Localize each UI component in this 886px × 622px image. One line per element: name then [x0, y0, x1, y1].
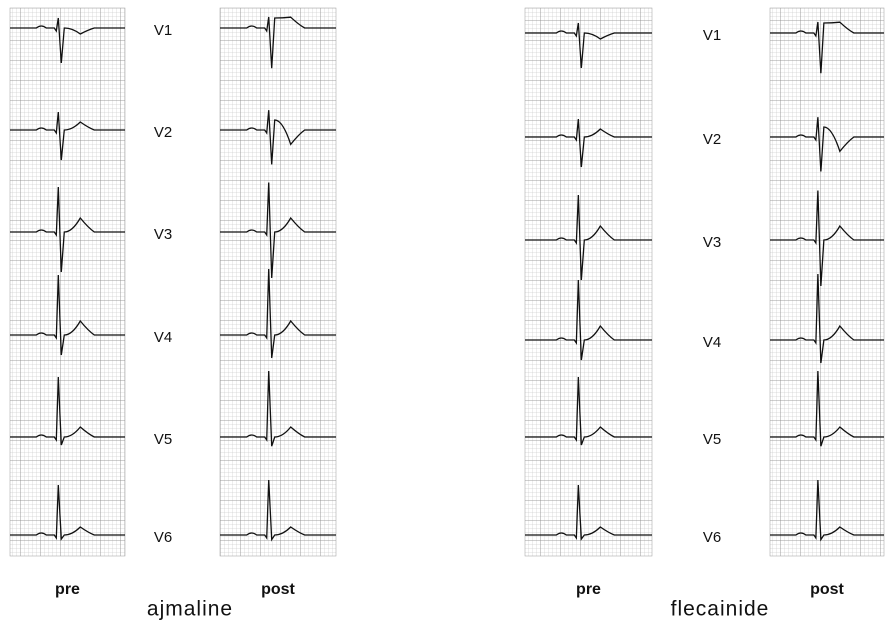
drug-label: ajmaline [147, 598, 233, 621]
column-label: pre [576, 581, 601, 598]
lead-label: V2 [703, 131, 721, 148]
column-label: post [810, 581, 844, 598]
column-label: post [261, 581, 295, 598]
lead-label: V6 [703, 529, 721, 546]
column-label: pre [55, 581, 80, 598]
lead-label: V1 [154, 22, 172, 39]
lead-label: V1 [703, 27, 721, 44]
lead-label: V3 [703, 234, 721, 251]
lead-label: V2 [154, 124, 172, 141]
lead-label: V4 [154, 329, 172, 346]
lead-label: V4 [703, 334, 721, 351]
lead-label: V5 [154, 431, 172, 448]
lead-label: V3 [154, 226, 172, 243]
lead-label: V6 [154, 529, 172, 546]
drug-label: flecainide [671, 598, 770, 621]
ecg-figure: pre post V1 V2 V3 V4 V5 V6 ajmaline pre post V1 V2 V3… [0, 0, 886, 622]
ecg-strip [525, 8, 652, 556]
lead-label: V5 [703, 431, 721, 448]
ecg-strip [220, 8, 336, 556]
ecg-strip [10, 8, 125, 556]
ecg-strip [770, 8, 884, 556]
